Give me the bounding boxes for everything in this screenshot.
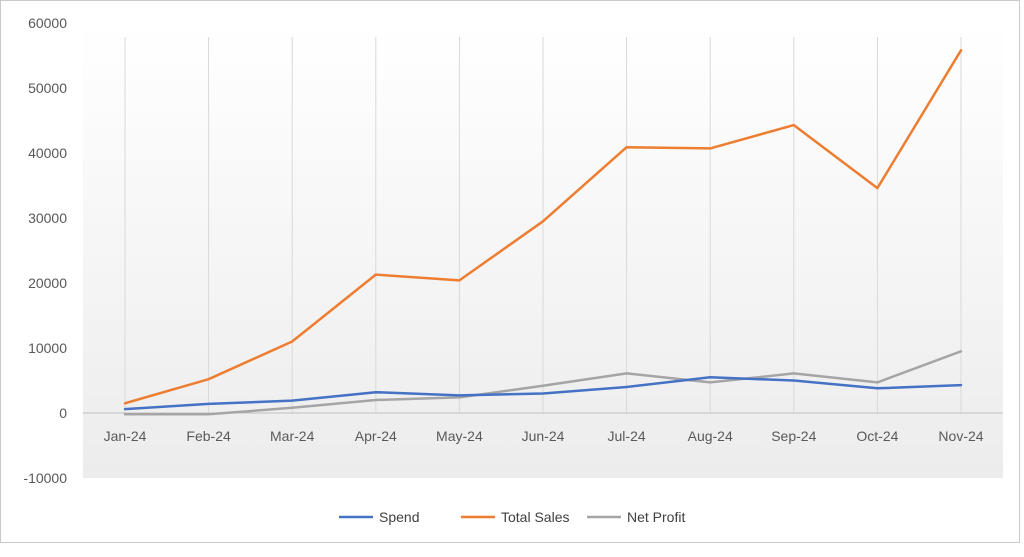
y-tick-label: 50000 (28, 80, 67, 96)
y-tick-label: 40000 (28, 145, 67, 161)
chart-container: 60000 50000 40000 30000 20000 10000 0 -10000 Ja… (0, 0, 1020, 543)
legend-label: Net Profit (627, 509, 685, 525)
x-tick-label: Nov-24 (938, 428, 983, 444)
y-axis-tick-labels: 60000 50000 40000 30000 20000 10000 0 -10000 (23, 15, 67, 486)
x-tick-label: Sep-24 (771, 428, 816, 444)
y-tick-label: 20000 (28, 275, 67, 291)
series-line-net-profit (123, 350, 963, 416)
legend-label: Total Sales (501, 509, 569, 525)
y-tick-label: 30000 (28, 210, 67, 226)
series-lines (123, 49, 963, 416)
y-tick-label: -10000 (23, 470, 67, 486)
x-tick-label: Jan-24 (104, 428, 147, 444)
line-chart: 60000 50000 40000 30000 20000 10000 0 -10000 Ja… (23, 15, 1003, 525)
x-tick-label: May-24 (436, 428, 483, 444)
x-tick-label: Apr-24 (355, 428, 397, 444)
x-axis-tick-labels: Jan-24 Feb-24 Mar-24 Apr-24 May-24 Jun-24 Jul-… (104, 428, 984, 444)
x-tick-label: Feb-24 (186, 428, 231, 444)
legend: Spend Total Sales Net Profit (339, 509, 685, 525)
x-tick-label: Mar-24 (270, 428, 315, 444)
series-line-spend (123, 376, 963, 411)
legend-label: Spend (379, 509, 419, 525)
y-tick-label: 10000 (28, 340, 67, 356)
y-tick-label: 0 (59, 405, 67, 421)
x-tick-label: Oct-24 (856, 428, 898, 444)
x-tick-label: Aug-24 (688, 428, 733, 444)
x-tick-label: Jul-24 (608, 428, 646, 444)
x-tick-label: Jun-24 (522, 428, 565, 444)
series-line-total-sales (123, 49, 963, 405)
y-tick-label: 60000 (28, 15, 67, 31)
